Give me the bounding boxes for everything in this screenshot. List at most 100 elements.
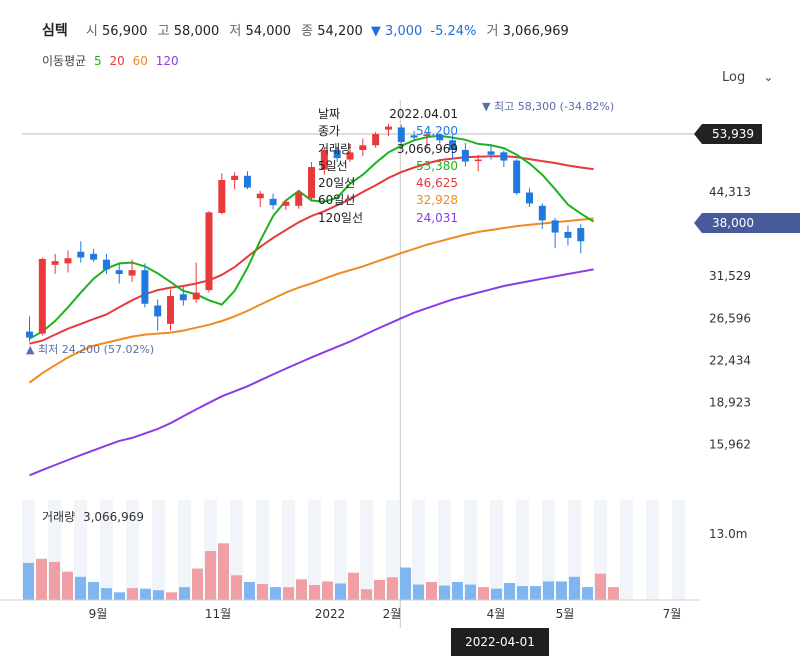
candle [179, 286, 187, 306]
candle-body [410, 135, 418, 138]
candle [372, 131, 380, 148]
candle-body [449, 140, 457, 150]
close-label: 종 [301, 24, 314, 39]
high-value: 58,000 [173, 24, 220, 39]
price-summary-header: 심텍 시 56,900 고 58,000 저 54,000 종 54,200 ▼… [42, 20, 569, 40]
candle [436, 133, 444, 144]
candle [474, 154, 482, 172]
crosshair-tooltip: 날짜 2022.04.01 종가 54,200 거래량 3,066,969 5일선 53… [318, 106, 458, 227]
volume-bar [205, 551, 216, 600]
candle [243, 171, 251, 190]
candle-body [564, 231, 572, 238]
candle-body [77, 251, 85, 258]
low-value: 54,000 [245, 24, 292, 39]
volume-bar [569, 576, 580, 600]
volume-grid-stripe [230, 500, 243, 600]
max-price-annotation: ▼ 최고 58,300 (-34.82%) [482, 100, 614, 113]
volume-grid-stripe [152, 500, 165, 600]
x-axis-tick: 9월 [89, 607, 108, 621]
candle-body [513, 160, 521, 194]
volume-bar [361, 589, 372, 600]
volume-bar [426, 581, 437, 600]
volume-bar [439, 585, 450, 600]
volume-bar [179, 587, 190, 600]
candle [410, 130, 418, 140]
volume-bar [270, 587, 281, 600]
volume-bar [504, 582, 515, 600]
candle [487, 146, 495, 160]
candle [128, 259, 136, 282]
volume-bar [517, 586, 528, 600]
volume-bar [400, 567, 411, 600]
tooltip-ma60: 32,928 [416, 193, 458, 208]
candle [538, 203, 546, 229]
price-axis-tick: 26,596 [709, 311, 751, 325]
volume-bar [192, 568, 203, 600]
candle-body [256, 193, 264, 199]
ma60-legend[interactable]: 60 [132, 54, 148, 68]
candle-body [423, 134, 431, 136]
volume-bar [608, 587, 619, 600]
candle-body [474, 159, 482, 162]
candle-body [308, 167, 316, 199]
candle [346, 143, 354, 163]
volume-bar [556, 581, 567, 600]
candle [577, 224, 585, 254]
volume-grid-stripe [672, 500, 685, 600]
volume-bar [283, 587, 294, 600]
volume-bar [153, 590, 164, 600]
x-axis-tick: 11월 [205, 607, 231, 621]
chevron-down-icon: ⌄ [763, 70, 774, 84]
candle [51, 253, 59, 275]
high-price-badge: 53,939 [694, 124, 762, 144]
candle [26, 316, 33, 342]
volume-grid-stripe [542, 500, 555, 600]
volume-grid-stripe [126, 500, 139, 600]
volume-bar [413, 584, 424, 600]
tooltip-close-label: 종가 [318, 124, 341, 139]
candle-body [551, 220, 559, 233]
price-axis-tick: 22,434 [709, 353, 751, 367]
volume-bar [322, 581, 333, 600]
volume-bar [374, 579, 385, 600]
volume-grid-stripe [516, 500, 529, 600]
candle-body [487, 151, 495, 155]
candle [333, 147, 341, 163]
candle-body [282, 201, 290, 206]
candle-body [102, 259, 110, 270]
candle [141, 263, 149, 308]
ma-legend-label: 이동평균 [42, 54, 87, 68]
candle-body [192, 292, 200, 300]
volume-bar [88, 581, 99, 600]
chart-axes: 44,313 31,529 26,596 22,434 18,923 15,962 13.0… [0, 185, 751, 621]
tooltip-date: 2022.04.01 [389, 107, 458, 121]
candle [564, 225, 572, 246]
scale-mode-dropdown[interactable]: Log ⌄ [722, 70, 773, 85]
ma120-legend[interactable]: 120 [155, 54, 179, 68]
volume-grid-stripe [464, 500, 477, 600]
candle [218, 173, 226, 215]
candle [205, 211, 213, 293]
volume-grid-stripe [100, 500, 113, 600]
volume-bar [49, 561, 60, 600]
candle-body [64, 258, 72, 264]
candle-body [179, 294, 187, 301]
candle-body [461, 149, 469, 162]
candle-body [205, 212, 213, 291]
candle-body [115, 270, 123, 275]
x-axis-tick: 2월 [383, 607, 402, 621]
candle-body [436, 134, 444, 141]
tooltip-ma120-label: 120일선 [318, 210, 363, 225]
candle [525, 188, 533, 207]
candle [320, 147, 328, 175]
volume-bar [218, 543, 229, 600]
candle-body [333, 149, 341, 159]
ma120-line [29, 268, 594, 477]
stock-name: 심텍 [42, 23, 68, 39]
volume-grid-stripe [74, 500, 87, 600]
ma5-legend[interactable]: 5 [94, 54, 102, 68]
ma20-legend[interactable]: 20 [109, 54, 125, 68]
volume-bar [257, 584, 268, 600]
volume-bar [231, 575, 242, 600]
